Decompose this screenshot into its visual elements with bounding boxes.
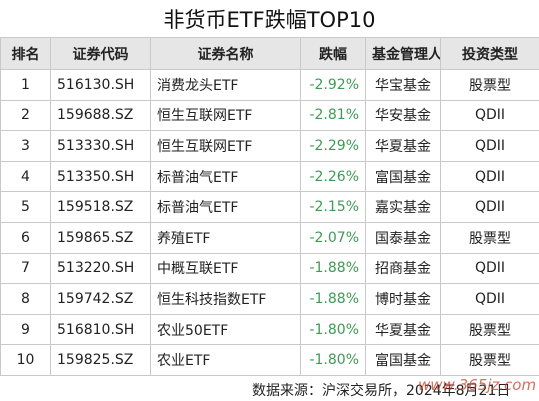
table-cell: 国泰基金 <box>365 221 441 254</box>
table-cell: -2.29% <box>300 130 366 162</box>
table-cell: 富国基金 <box>365 344 441 376</box>
table-cell: 6 <box>0 221 51 254</box>
table-cell: 农业ETF <box>150 344 301 376</box>
table-cell: 富国基金 <box>365 160 441 193</box>
table-cell: -2.92% <box>300 69 366 101</box>
table-cell: 股票型 <box>440 313 539 346</box>
table-cell: 招商基金 <box>365 252 441 285</box>
table-cell: -1.80% <box>300 313 366 346</box>
header-cell: 跌幅 <box>300 37 366 70</box>
table-cell: 标普油气ETF <box>150 160 301 193</box>
table-cell: 3 <box>0 130 51 162</box>
table-row: 10 159825.SZ 农业ETF -1.80% 富国基金 股票型 <box>0 344 539 376</box>
table-row: 5 159518.SZ 标普油气ETF -2.15% 嘉实基金 QDII <box>0 191 539 223</box>
table-cell: -1.88% <box>300 283 366 315</box>
table-cell: -1.80% <box>300 344 366 376</box>
header-cell: 投资类型 <box>440 37 539 70</box>
table-cell: 养殖ETF <box>150 221 301 254</box>
table-body: 1 516130.SH 消费龙头ETF -2.92% 华宝基金 股票型 2 159688.SZ… <box>0 69 539 376</box>
table-cell: 嘉实基金 <box>365 191 441 223</box>
table-cell: 513330.SH <box>50 130 151 162</box>
table-cell: 159742.SZ <box>50 283 151 315</box>
table-cell: 159518.SZ <box>50 191 151 223</box>
table-cell: 博时基金 <box>365 283 441 315</box>
table-cell: 9 <box>0 313 51 346</box>
table-cell: 股票型 <box>440 221 539 254</box>
table-cell: 农业50ETF <box>150 313 301 346</box>
table-row: 8 159742.SZ 恒生科技指数ETF -1.88% 博时基金 QDII <box>0 283 539 315</box>
table-cell: 消费龙头ETF <box>150 69 301 101</box>
table-cell: -1.88% <box>300 252 366 285</box>
table-cell: 7 <box>0 252 51 285</box>
table-cell: QDII <box>440 99 539 132</box>
table-cell: 4 <box>0 160 51 193</box>
table-cell: 10 <box>0 344 51 376</box>
watermark: www.365jz.com <box>418 376 537 394</box>
table-cell: QDII <box>440 252 539 285</box>
table-cell: 5 <box>0 191 51 223</box>
header-cell: 证券代码 <box>50 37 151 70</box>
table-cell: 159688.SZ <box>50 99 151 132</box>
title: 非货币ETF跌幅TOP10 <box>163 8 376 32</box>
table-cell: QDII <box>440 130 539 162</box>
table-row: 4 513350.SH 标普油气ETF -2.26% 富国基金 QDII <box>0 160 539 193</box>
table-cell: 159825.SZ <box>50 344 151 376</box>
table-row: 1 516130.SH 消费龙头ETF -2.92% 华宝基金 股票型 <box>0 69 539 101</box>
table-cell: -2.81% <box>300 99 366 132</box>
table-row: 6 159865.SZ 养殖ETF -2.07% 国泰基金 股票型 <box>0 221 539 254</box>
footer: 数据来源：沪深交易所，2024年8月21日 <box>252 383 511 399</box>
table-cell: -2.15% <box>300 191 366 223</box>
table-cell: 516130.SH <box>50 69 151 101</box>
table-cell: QDII <box>440 160 539 193</box>
table-cell: -2.07% <box>300 221 366 254</box>
table-cell: 华安基金 <box>365 99 441 132</box>
table-row: 2 159688.SZ 恒生互联网ETF -2.81% 华安基金 QDII <box>0 99 539 132</box>
table-cell: 8 <box>0 283 51 315</box>
table-cell: 股票型 <box>440 344 539 376</box>
header-row: 排名 证券代码 证券名称 跌幅 基金管理人 投资类型 <box>0 37 539 70</box>
table-row: 9 516810.SH 农业50ETF -1.80% 华夏基金 股票型 <box>0 313 539 346</box>
table-cell: 513220.SH <box>50 252 151 285</box>
table-cell: 恒生科技指数ETF <box>150 283 301 315</box>
table-cell: 恒生互联网ETF <box>150 130 301 162</box>
table-cell: 1 <box>0 69 51 101</box>
header-cell: 基金管理人 <box>365 37 441 70</box>
table-row: 3 513330.SH 恒生互联网ETF -2.29% 华夏基金 QDII <box>0 130 539 162</box>
header-cell: 排名 <box>0 37 51 70</box>
table-cell: QDII <box>440 191 539 223</box>
table-cell: 华宝基金 <box>365 69 441 101</box>
table-cell: 中概互联ETF <box>150 252 301 285</box>
table-cell: 标普油气ETF <box>150 191 301 223</box>
table-row: 7 513220.SH 中概互联ETF -1.88% 招商基金 QDII <box>0 252 539 285</box>
table-cell: 股票型 <box>440 69 539 101</box>
table-cell: 华夏基金 <box>365 130 441 162</box>
table-cell: 2 <box>0 99 51 132</box>
table-cell: -2.26% <box>300 160 366 193</box>
header-cell: 证券名称 <box>150 37 301 70</box>
table-cell: 恒生互联网ETF <box>150 99 301 132</box>
table-cell: 华夏基金 <box>365 313 441 346</box>
table-cell: QDII <box>440 283 539 315</box>
table-cell: 516810.SH <box>50 313 151 346</box>
table-cell: 159865.SZ <box>50 221 151 254</box>
table: 排名 证券代码 证券名称 跌幅 基金管理人 投资类型 1 516130.SH 消费龙头ETF -… <box>0 37 539 376</box>
table-cell: 513350.SH <box>50 160 151 193</box>
